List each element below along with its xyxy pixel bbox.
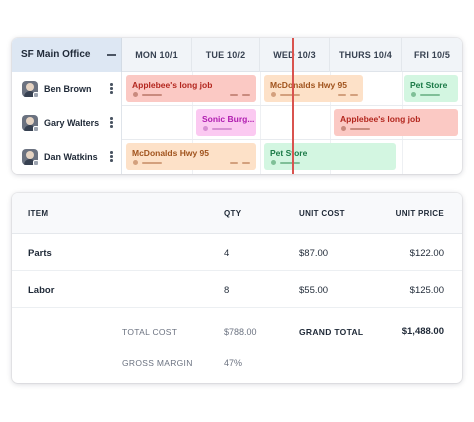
status-dot xyxy=(341,126,346,131)
item-unit-price: $125.00 xyxy=(409,285,444,296)
progress-line xyxy=(142,94,162,96)
office-selector[interactable]: SF Main Office xyxy=(12,38,122,72)
status-badge xyxy=(33,126,39,132)
status-dot xyxy=(203,126,208,131)
job-title: Sonic Burg... xyxy=(202,114,255,124)
column-divider xyxy=(330,72,331,174)
gross-margin-value: 47% xyxy=(224,358,243,368)
technician-cell: Gary Walters xyxy=(12,106,122,140)
schedule-row-dan-watkins: Dan Watkins McDonalds Hwy 95 Pet Store xyxy=(12,140,462,174)
progress-line xyxy=(230,162,238,164)
job-card[interactable]: Applebee's long job xyxy=(126,75,256,102)
progress-line xyxy=(212,128,232,130)
day-header-mon: MON 10/1 xyxy=(122,38,192,72)
status-dot xyxy=(271,92,276,97)
grand-total-value: $1,488.00 xyxy=(401,326,444,337)
status-badge xyxy=(33,92,39,98)
schedule-header: SF Main Office MON 10/1 TUE 10/2 WED 10/… xyxy=(12,38,462,72)
table-row[interactable]: Parts 4 $87.00 $122.00 xyxy=(12,234,462,271)
column-header-item: ITEM xyxy=(28,209,49,218)
column-header-unit-price: UNIT PRICE xyxy=(395,209,444,218)
item-qty: 8 xyxy=(224,285,230,296)
day-header-wed: WED 10/3 xyxy=(260,38,330,72)
job-card[interactable]: McDonalds Hwy 95 xyxy=(126,143,256,170)
column-header-qty: QTY xyxy=(224,209,242,218)
item-unit-cost: $55.00 xyxy=(299,285,329,296)
progress-line xyxy=(142,162,162,164)
column-divider xyxy=(260,72,261,174)
item-unit-cost: $87.00 xyxy=(299,248,329,259)
job-card[interactable]: McDonalds Hwy 95 xyxy=(264,75,363,102)
collapse-icon[interactable] xyxy=(107,54,116,56)
status-dot xyxy=(133,92,138,97)
technician-cell: Dan Watkins xyxy=(12,140,122,174)
job-title: Applebee's long job xyxy=(340,114,421,124)
day-header-fri: FRI 10/5 xyxy=(413,50,451,60)
job-title: McDonalds Hwy 95 xyxy=(132,148,209,158)
progress-line xyxy=(230,94,238,96)
schedule-board: SF Main Office MON 10/1 TUE 10/2 WED 10/… xyxy=(12,38,462,174)
job-title: Pet Store xyxy=(270,148,308,158)
column-header-unit-cost: UNIT COST xyxy=(299,209,345,218)
more-options-icon[interactable] xyxy=(110,83,113,95)
status-dot xyxy=(411,92,416,97)
total-cost-value: $788.00 xyxy=(224,327,257,337)
job-card[interactable]: Pet Store xyxy=(264,143,396,170)
schedule-row-ben-brown: Ben Brown Applebee's long job McDonalds … xyxy=(12,72,462,106)
progress-line xyxy=(338,94,346,96)
item-name: Labor xyxy=(28,285,55,296)
invoice-table: ITEM QTY UNIT COST UNIT PRICE Parts 4 $8… xyxy=(12,193,462,383)
table-header: ITEM QTY UNIT COST UNIT PRICE xyxy=(12,193,462,234)
day-header-thu: THURS 10/4 xyxy=(330,38,402,72)
column-divider xyxy=(192,72,193,174)
more-options-icon[interactable] xyxy=(110,117,113,129)
progress-line xyxy=(350,94,358,96)
progress-line xyxy=(242,162,250,164)
technician-name: Gary Walters xyxy=(44,118,100,128)
progress-line xyxy=(280,162,300,164)
status-badge xyxy=(33,160,39,166)
technician-cell: Ben Brown xyxy=(12,72,122,106)
day-header-tue: TUE 10/2 xyxy=(192,38,260,72)
gross-margin-label: GROSS MARGIN xyxy=(122,358,193,368)
job-title: Applebee's long job xyxy=(132,80,213,90)
technician-name: Dan Watkins xyxy=(44,152,98,162)
current-time-indicator xyxy=(292,38,294,174)
office-name: SF Main Office xyxy=(21,49,91,60)
total-cost-label: TOTAL COST xyxy=(122,327,178,337)
status-dot xyxy=(271,160,276,165)
progress-line xyxy=(242,94,250,96)
item-name: Parts xyxy=(28,248,52,259)
item-qty: 4 xyxy=(224,248,230,259)
grand-total-label: GRAND TOTAL xyxy=(299,327,364,337)
job-title: McDonalds Hwy 95 xyxy=(270,80,347,90)
schedule-row-gary-walters: Gary Walters Sonic Burg... Applebee's lo… xyxy=(12,106,462,140)
status-dot xyxy=(133,160,138,165)
progress-line xyxy=(350,128,370,130)
progress-line xyxy=(280,94,300,96)
job-title: Pet Store xyxy=(410,80,448,90)
job-card[interactable]: Applebee's long job xyxy=(334,109,458,136)
table-row[interactable]: Labor 8 $55.00 $125.00 xyxy=(12,271,462,308)
more-options-icon[interactable] xyxy=(110,151,113,163)
technician-name: Ben Brown xyxy=(44,84,92,94)
item-unit-price: $122.00 xyxy=(409,248,444,259)
job-card[interactable]: Pet Store xyxy=(404,75,458,102)
progress-line xyxy=(420,94,440,96)
job-card[interactable]: Sonic Burg... xyxy=(196,109,256,136)
